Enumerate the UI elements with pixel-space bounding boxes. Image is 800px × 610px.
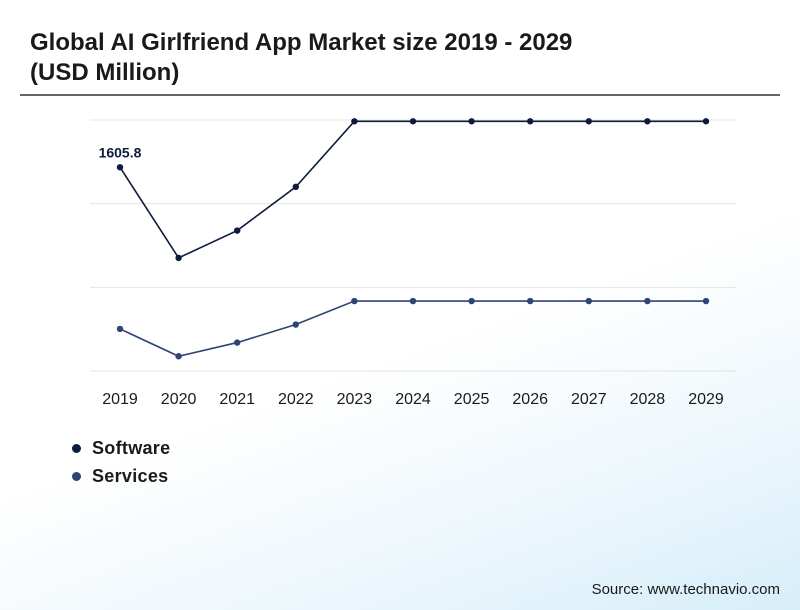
data-point-services-2021 [234, 339, 241, 346]
series-line-services [119, 300, 706, 358]
x-tick-label: 2027 [571, 391, 607, 408]
data-point-services-2025 [468, 297, 475, 305]
data-point-software-2020 [175, 254, 182, 262]
x-tick-label: 2020 [161, 391, 197, 408]
data-point-services-2023 [351, 297, 358, 305]
legend-item-services: Services [72, 462, 170, 490]
data-point-services-2019 [116, 325, 124, 333]
data-point-services-2022 [292, 321, 299, 328]
data-point-software-2025 [468, 118, 475, 125]
x-tick-label: 2029 [688, 391, 724, 408]
data-point-software-2026 [527, 118, 534, 125]
data-point-services-2024 [409, 297, 417, 305]
x-tick-label: 2025 [454, 391, 490, 408]
data-point-software-2021 [234, 227, 241, 234]
x-tick-label: 2024 [395, 391, 431, 408]
x-tick-label: 2026 [512, 391, 548, 408]
series-line-software [119, 120, 706, 259]
data-point-services-2020 [175, 353, 182, 360]
data-point-services-2029 [702, 297, 710, 305]
legend-item-software: Software [72, 434, 170, 462]
x-tick-label: 2022 [278, 391, 314, 408]
legend: Software Services [72, 434, 170, 490]
legend-label-services: Services [92, 465, 169, 486]
data-point-software-2028 [644, 118, 651, 125]
chart-title: Global AI Girlfriend App Market size 201… [30, 29, 573, 86]
x-tick-label: 2021 [219, 391, 255, 408]
data-point-software-2023 [351, 118, 358, 125]
legend-label-software: Software [92, 437, 171, 458]
data-point-services-2028 [644, 297, 651, 305]
data-point-services-2027 [585, 297, 592, 305]
data-point-software-2024 [409, 118, 417, 125]
x-tick-label: 2028 [630, 391, 666, 408]
data-point-software-2019 [116, 164, 124, 171]
title-divider [20, 94, 780, 96]
data-point-software-2027 [585, 118, 592, 125]
data-point-services-2026 [527, 297, 534, 305]
legend-marker-services [72, 471, 81, 481]
legend-marker-software [72, 443, 81, 453]
data-label: 1605.8 [99, 144, 142, 160]
x-tick-label: 2019 [102, 391, 138, 408]
source-note: Source: www.technavio.com [591, 581, 780, 598]
data-point-software-2029 [702, 118, 710, 125]
x-tick-label: 2023 [337, 391, 373, 408]
data-point-software-2022 [292, 183, 299, 191]
